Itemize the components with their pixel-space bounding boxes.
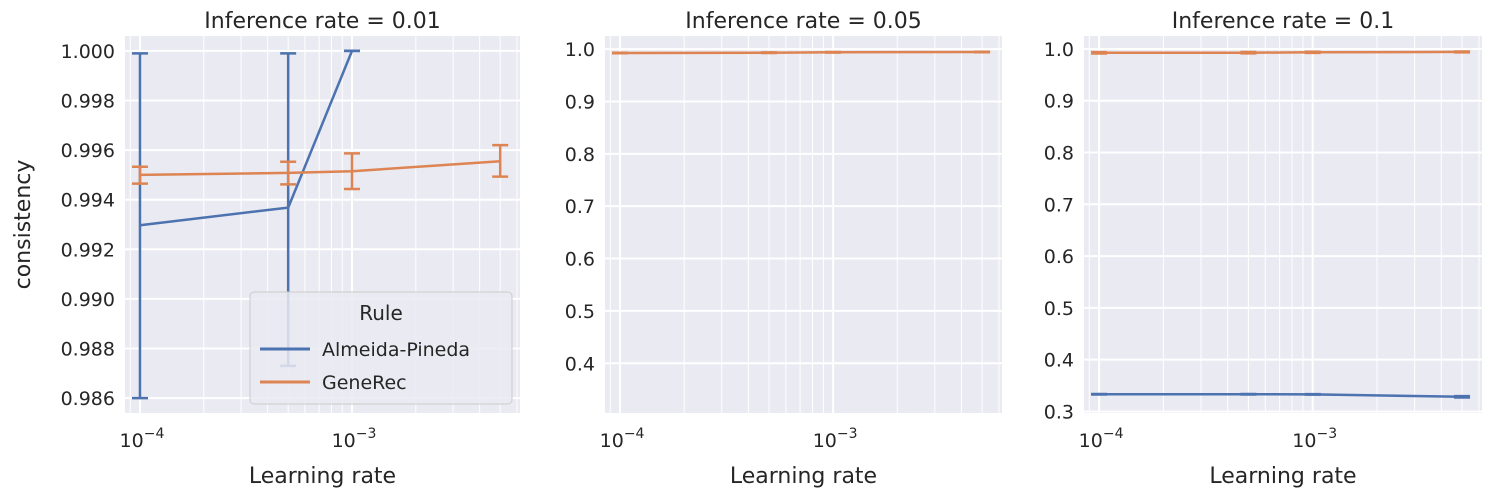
series-generec (1091, 50, 1471, 55)
y-tick-label: 0.8 (1044, 143, 1074, 165)
y-tick-label: 0.5 (565, 301, 595, 323)
y-tick-label: 0.998 (61, 90, 115, 112)
y-tick-label: 0.4 (565, 353, 595, 375)
series-line (1099, 50, 1463, 55)
x-axis-label: Learning rate (730, 464, 877, 489)
y-tick-label: 1.0 (1044, 39, 1074, 61)
y-tick-label: 0.996 (61, 140, 115, 162)
panel-0: 0.986 0.988 0.990 0.992 0.994 0.996 0.998 1.000… (11, 9, 520, 489)
x-tick-label: 10−3 (332, 426, 377, 452)
y-tick-label: 0.6 (1044, 246, 1074, 268)
y-tick-label: 0.8 (565, 144, 595, 166)
x-tick-label: 10−4 (1079, 426, 1124, 452)
x-axis-label: Learning rate (249, 464, 396, 489)
legend-entry: Almeida-Pineda (322, 339, 470, 361)
y-tick-label: 0.986 (61, 388, 115, 410)
plot-area (1084, 36, 1482, 413)
x-tick-label: 10−3 (813, 426, 858, 452)
y-tick-label: 0.7 (565, 196, 595, 218)
y-tick-label: 0.992 (61, 239, 115, 261)
y-tick-label: 0.9 (565, 91, 595, 113)
y-axis-label: consistency (11, 160, 36, 290)
y-tick-label: 0.988 (61, 339, 115, 361)
panel-title: Inference rate = 0.05 (685, 9, 921, 34)
y-tick-label: 0.7 (1044, 194, 1074, 216)
series-line (139, 50, 354, 227)
legend: Rule Almeida-Pineda GeneRec (249, 291, 513, 405)
y-tick-label: 1.0 (565, 39, 595, 61)
y-tick-label: 1.000 (61, 41, 115, 63)
series-generec (131, 143, 509, 191)
panel-1: 0.4 0.5 0.6 0.7 0.8 0.9 1.0 10−4 10−3 Inference r… (565, 9, 1002, 489)
plot-area (605, 36, 1002, 413)
legend-title: Rule (359, 301, 403, 325)
panel-2: 0.3 0.4 0.5 0.6 0.7 0.8 0.9 1.0 10−4 10−3 Inferenc… (1044, 9, 1482, 489)
x-tick-label: 10−3 (1292, 426, 1337, 452)
series-line (139, 160, 501, 177)
y-tick-label: 0.5 (1044, 298, 1074, 320)
series-line (1099, 392, 1463, 399)
x-tick-label: 10−4 (120, 426, 165, 452)
y-tick-label: 0.990 (61, 289, 115, 311)
y-tick-label: 0.9 (1044, 91, 1074, 113)
legend-entry: GeneRec (322, 372, 407, 394)
y-tick-label: 0.6 (565, 249, 595, 271)
panel-title: Inference rate = 0.1 (1172, 9, 1394, 34)
series-almeida-pineda (1091, 392, 1471, 399)
y-tick-label: 0.4 (1044, 350, 1074, 372)
y-tick-label: 0.3 (1044, 401, 1074, 423)
x-tick-label: 10−4 (600, 426, 645, 452)
y-tick-label: 0.994 (61, 190, 115, 212)
panel-title: Inference rate = 0.01 (204, 9, 440, 34)
series-generec (612, 50, 991, 55)
series-line (619, 50, 983, 55)
x-axis-label: Learning rate (1209, 464, 1356, 489)
legend-box (249, 291, 513, 405)
